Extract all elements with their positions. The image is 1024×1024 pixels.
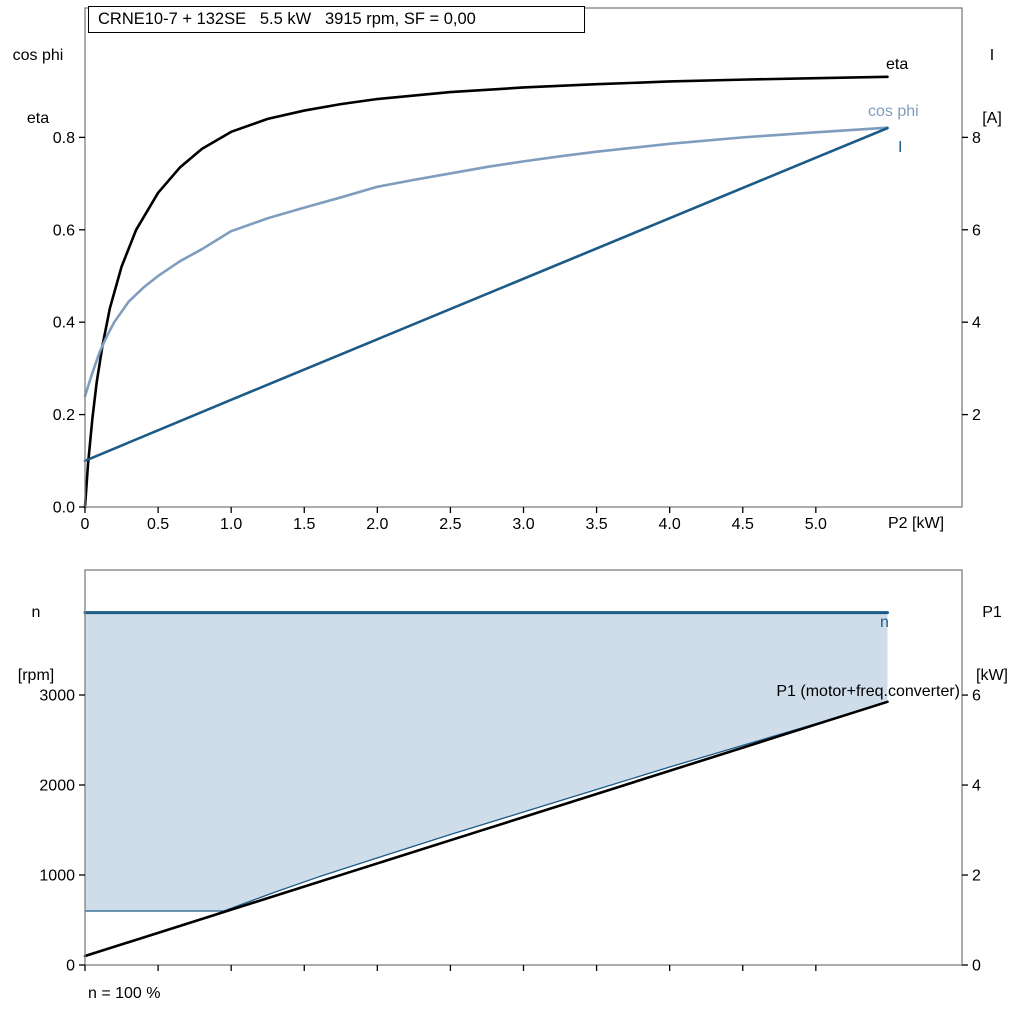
speed-range-area	[85, 612, 888, 912]
left-tick-label: 0.8	[53, 130, 75, 147]
left-tick-label: 1000	[39, 868, 75, 885]
right-tick-label: 6	[972, 222, 981, 239]
x-tick-label: 2.0	[366, 516, 388, 533]
curve-label-cos-phi: cos phi	[868, 103, 919, 120]
left-tick-label: 0.2	[53, 407, 75, 424]
y-axis-title-bottom-right-line2: [kW]	[976, 667, 1008, 684]
x-axis-note-n100: n = 100 %	[88, 985, 161, 1002]
curve-label-eta: eta	[886, 56, 909, 73]
y-axis-title-top-right: I [A]	[964, 3, 1020, 171]
y-axis-title-top-left: cos phi eta	[6, 3, 70, 171]
left-tick-label: 0.6	[53, 222, 75, 239]
y-axis-title-bottom-left-line2: [rpm]	[17, 667, 55, 684]
y-axis-title-bottom-right-line1: P1	[982, 604, 1002, 621]
x-tick-label: 0	[81, 516, 90, 533]
curve-label-current: I	[898, 139, 903, 156]
x-tick-label: 2.5	[439, 516, 461, 533]
left-tick-label: 3000	[39, 688, 75, 705]
x-tick-label: 4.0	[659, 516, 681, 533]
left-tick-label: 0.4	[53, 315, 75, 332]
right-tick-label: 2	[972, 407, 981, 424]
plot-frame-0	[84, 7, 963, 508]
x-tick-label: 1.0	[220, 516, 242, 533]
x-tick-label: 5.0	[805, 516, 827, 533]
x-axis-label-p2: P2 [kW]	[888, 515, 945, 532]
y-axis-title-bottom-right: P1 [kW]	[964, 560, 1020, 728]
left-tick-label: 0	[66, 958, 75, 975]
right-tick-label: 8	[972, 130, 981, 147]
y-axis-title-top-left-line1: cos phi	[12, 47, 64, 64]
x-tick-label: 3.5	[585, 516, 607, 533]
curve-label-p1: P1 (motor+freq.converter)	[776, 683, 960, 700]
curve-label-n: n	[880, 614, 889, 631]
left-tick-label: 0.0	[53, 500, 75, 517]
series-cos-phi	[83, 126, 889, 398]
series-n-lower-limit	[84, 701, 889, 912]
y-axis-title-bottom-left: n [rpm]	[4, 560, 68, 728]
series-eta	[83, 75, 889, 509]
right-tick-label: 0	[972, 958, 981, 975]
chart-title-box: CRNE10-7 + 132SE 5.5 kW 3915 rpm, SF = 0…	[88, 6, 585, 33]
y-axis-title-bottom-left-line1: n	[31, 604, 41, 621]
y-axis-title-top-right-line2: [A]	[982, 110, 1002, 127]
right-tick-label: 2	[972, 868, 981, 885]
series-current	[83, 126, 889, 463]
series-p1	[83, 700, 889, 958]
y-axis-title-top-right-line1: I	[989, 47, 995, 64]
x-tick-label: 1.5	[293, 516, 315, 533]
x-tick-label: 0.5	[147, 516, 169, 533]
left-tick-label: 2000	[39, 778, 75, 795]
y-axis-title-top-left-line2: eta	[26, 110, 50, 127]
right-tick-label: 4	[972, 315, 981, 332]
right-tick-label: 4	[972, 778, 981, 795]
x-tick-label: 4.5	[732, 516, 754, 533]
right-tick-label: 6	[972, 688, 981, 705]
x-tick-label: 3.0	[512, 516, 534, 533]
